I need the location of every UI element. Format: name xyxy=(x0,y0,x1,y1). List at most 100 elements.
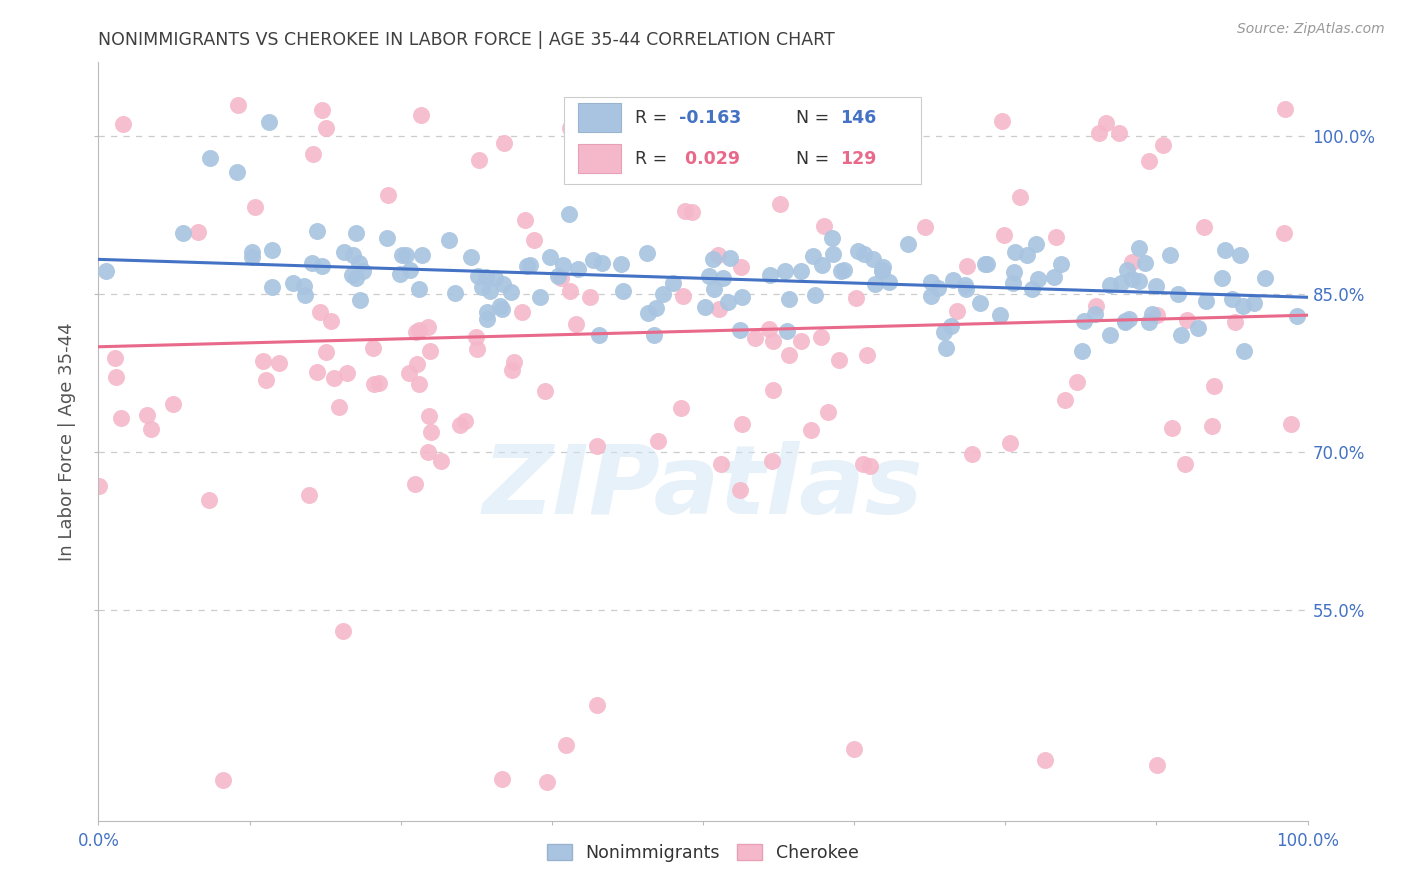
Point xyxy=(454,414,477,428)
Point xyxy=(367,376,389,390)
Point xyxy=(773,263,796,277)
Point xyxy=(960,447,983,461)
Point xyxy=(718,251,741,265)
Point xyxy=(411,247,433,261)
Point xyxy=(800,423,823,437)
Point xyxy=(920,275,942,289)
Point xyxy=(1026,272,1049,286)
Point xyxy=(761,334,783,349)
Point xyxy=(405,326,427,340)
Point xyxy=(302,147,325,161)
Point xyxy=(730,260,752,275)
Point xyxy=(529,290,551,304)
Point xyxy=(1099,328,1122,343)
Point xyxy=(897,236,920,251)
Point xyxy=(612,284,634,298)
Point xyxy=(494,136,516,151)
Point xyxy=(162,397,184,411)
Point xyxy=(484,270,506,285)
Point xyxy=(1128,274,1150,288)
Point xyxy=(673,203,696,218)
Point xyxy=(1087,126,1109,140)
Point xyxy=(1033,753,1056,767)
Point xyxy=(789,334,811,348)
Point xyxy=(927,281,949,295)
Point xyxy=(769,197,792,211)
Point xyxy=(294,288,316,302)
Point xyxy=(1128,241,1150,255)
Point xyxy=(111,117,134,131)
Point xyxy=(914,220,936,235)
Point xyxy=(315,344,337,359)
Point xyxy=(853,246,876,260)
Point xyxy=(519,258,541,272)
Point xyxy=(1243,296,1265,310)
Point xyxy=(420,425,443,440)
Point xyxy=(409,107,432,121)
Point xyxy=(1070,343,1092,358)
Point xyxy=(803,249,825,263)
Point xyxy=(344,270,367,285)
Point xyxy=(707,301,730,316)
Point xyxy=(416,320,439,334)
Point xyxy=(920,288,942,302)
Point xyxy=(512,305,534,319)
Text: 0.029: 0.029 xyxy=(679,150,740,168)
Point xyxy=(1004,245,1026,260)
Text: ZIPatlas: ZIPatlas xyxy=(482,441,924,533)
Point xyxy=(810,330,832,344)
Point xyxy=(1084,307,1107,321)
Point xyxy=(551,259,574,273)
Point xyxy=(1232,344,1254,359)
Point xyxy=(294,279,316,293)
Point xyxy=(1222,292,1244,306)
Point xyxy=(1002,277,1025,291)
Point xyxy=(1133,255,1156,269)
Point xyxy=(491,772,513,787)
Point xyxy=(515,212,537,227)
Point xyxy=(858,458,880,473)
Point xyxy=(301,256,323,270)
Point xyxy=(1095,116,1118,130)
Text: N =: N = xyxy=(796,109,835,127)
Point xyxy=(260,280,283,294)
Point xyxy=(547,269,569,284)
Point xyxy=(491,301,513,316)
Point xyxy=(361,341,384,355)
Point xyxy=(817,405,839,419)
Point xyxy=(104,351,127,366)
Point xyxy=(1174,457,1197,471)
Point xyxy=(758,322,780,336)
Point xyxy=(347,256,370,270)
Text: 129: 129 xyxy=(839,150,876,168)
Point xyxy=(790,264,813,278)
Point xyxy=(932,326,955,340)
Point xyxy=(585,439,607,453)
Point xyxy=(862,252,884,266)
Point xyxy=(1015,247,1038,261)
Point xyxy=(1137,153,1160,168)
Point xyxy=(1195,293,1218,308)
Point xyxy=(388,267,411,281)
Point xyxy=(953,277,976,292)
Point xyxy=(1229,248,1251,262)
Point xyxy=(1121,255,1143,269)
Point xyxy=(578,289,600,303)
Point xyxy=(332,624,354,638)
Point xyxy=(1140,307,1163,321)
Text: -0.163: -0.163 xyxy=(679,109,741,127)
Point xyxy=(702,252,724,266)
Point xyxy=(672,289,695,303)
Point xyxy=(408,282,430,296)
Point xyxy=(1202,379,1225,393)
Point xyxy=(342,268,364,283)
Point xyxy=(945,303,967,318)
Point xyxy=(395,248,418,262)
Point xyxy=(852,458,875,472)
Point xyxy=(465,329,488,343)
Point xyxy=(728,323,751,337)
Point xyxy=(408,323,430,337)
Point xyxy=(187,225,209,239)
Point xyxy=(349,293,371,307)
Point xyxy=(1002,265,1025,279)
